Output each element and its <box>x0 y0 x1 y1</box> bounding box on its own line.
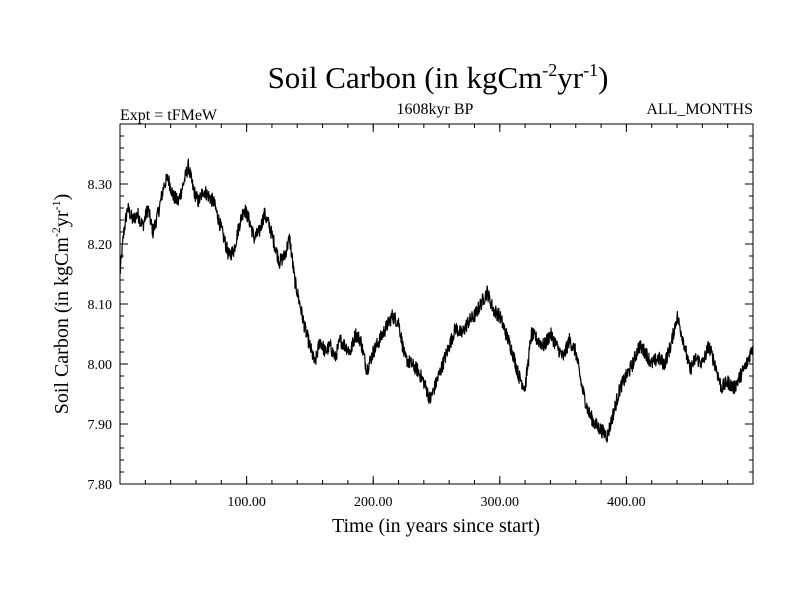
x-tick-label: 400.00 <box>607 495 646 510</box>
x-tick-label: 300.00 <box>481 495 520 510</box>
y-tick-label: 7.90 <box>88 418 113 433</box>
y-axis-label: Soil Carbon (in kgCm-2yr-1) <box>49 194 73 415</box>
y-tick-label: 8.00 <box>88 358 113 373</box>
x-axis-ticks: 100.00 200.00 300.00 400.00 <box>144 124 729 510</box>
experiment-label: Expt = tFMeW <box>120 107 218 124</box>
y-tick-label: 8.10 <box>88 298 113 313</box>
y-tick-label: 7.80 <box>88 478 113 493</box>
plot-frame <box>119 123 754 485</box>
y-axis-ticks: 7.80 7.90 8.00 8.10 8.20 8.30 <box>88 123 753 493</box>
x-tick-label: 100.00 <box>227 495 266 510</box>
y-tick-label: 8.20 <box>88 238 113 253</box>
y-tick-label: 8.30 <box>88 178 113 193</box>
x-tick-label: 200.00 <box>354 495 393 510</box>
series-line <box>119 158 754 443</box>
period-label: 1608kyr BP <box>397 101 474 118</box>
months-label: ALL_MONTHS <box>646 101 753 118</box>
x-axis-label: Time (in years since start) <box>332 515 540 537</box>
chart-title: Soil Carbon (in kgCm-2yr-1) <box>268 60 609 95</box>
